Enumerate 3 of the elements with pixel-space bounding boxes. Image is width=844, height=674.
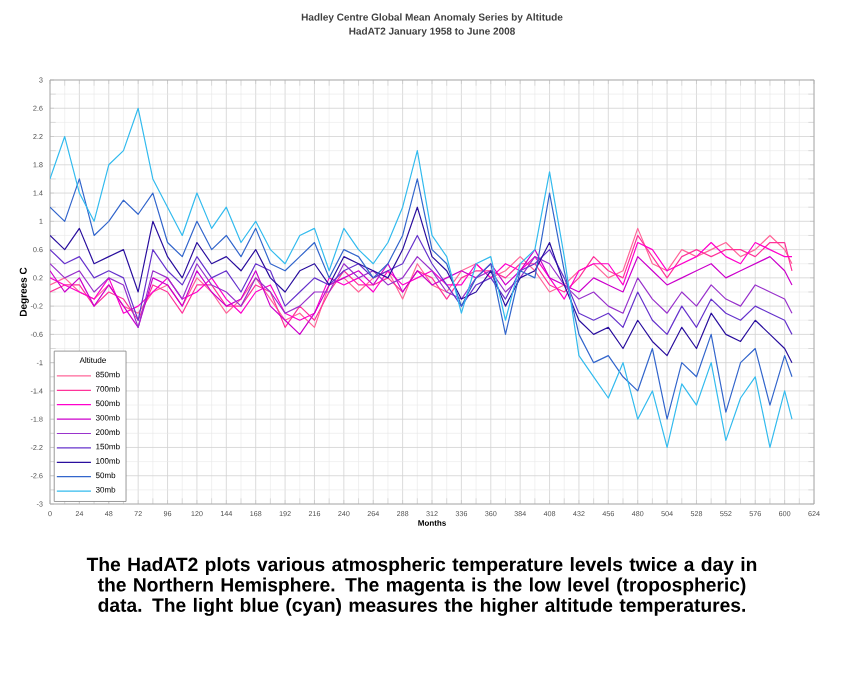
line-series: [50, 107, 793, 449]
text: The HadAT2 plots various atmospheric temperature levels twice a day in the Northern Hemisphere. The magenta is the low level (tropospheric) data. The light blue (cyan) measures the higher altitude temperatures.: [86, 557, 757, 616]
line-series: [50, 178, 793, 420]
